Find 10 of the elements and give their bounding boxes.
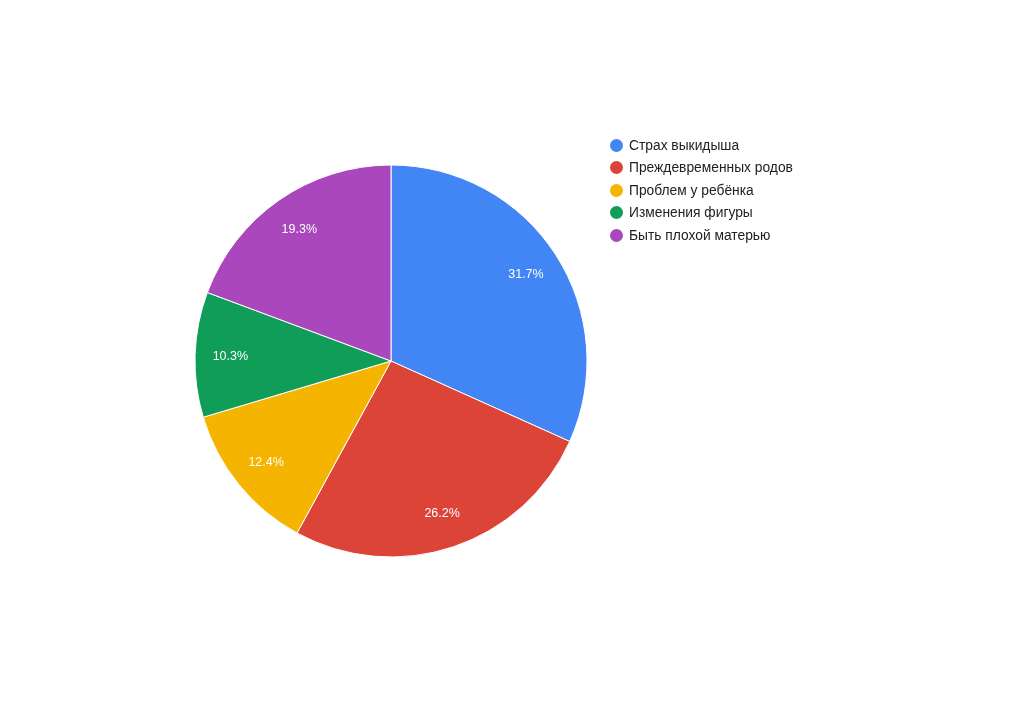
data-label: 31.7% <box>508 266 544 281</box>
legend-label: Преждевременных родов <box>629 160 793 176</box>
data-label: 10.3% <box>212 348 249 363</box>
data-label: 26.2% <box>424 506 460 521</box>
legend-label: Быть плохой матерью <box>629 227 771 243</box>
data-label: 12.4% <box>248 455 284 470</box>
data-label: 19.3% <box>281 221 318 236</box>
legend-label: Проблем у ребёнка <box>629 182 754 198</box>
legend-label: Изменения фигуры <box>629 205 753 221</box>
legend-label: Страх выкидыша <box>629 137 740 153</box>
